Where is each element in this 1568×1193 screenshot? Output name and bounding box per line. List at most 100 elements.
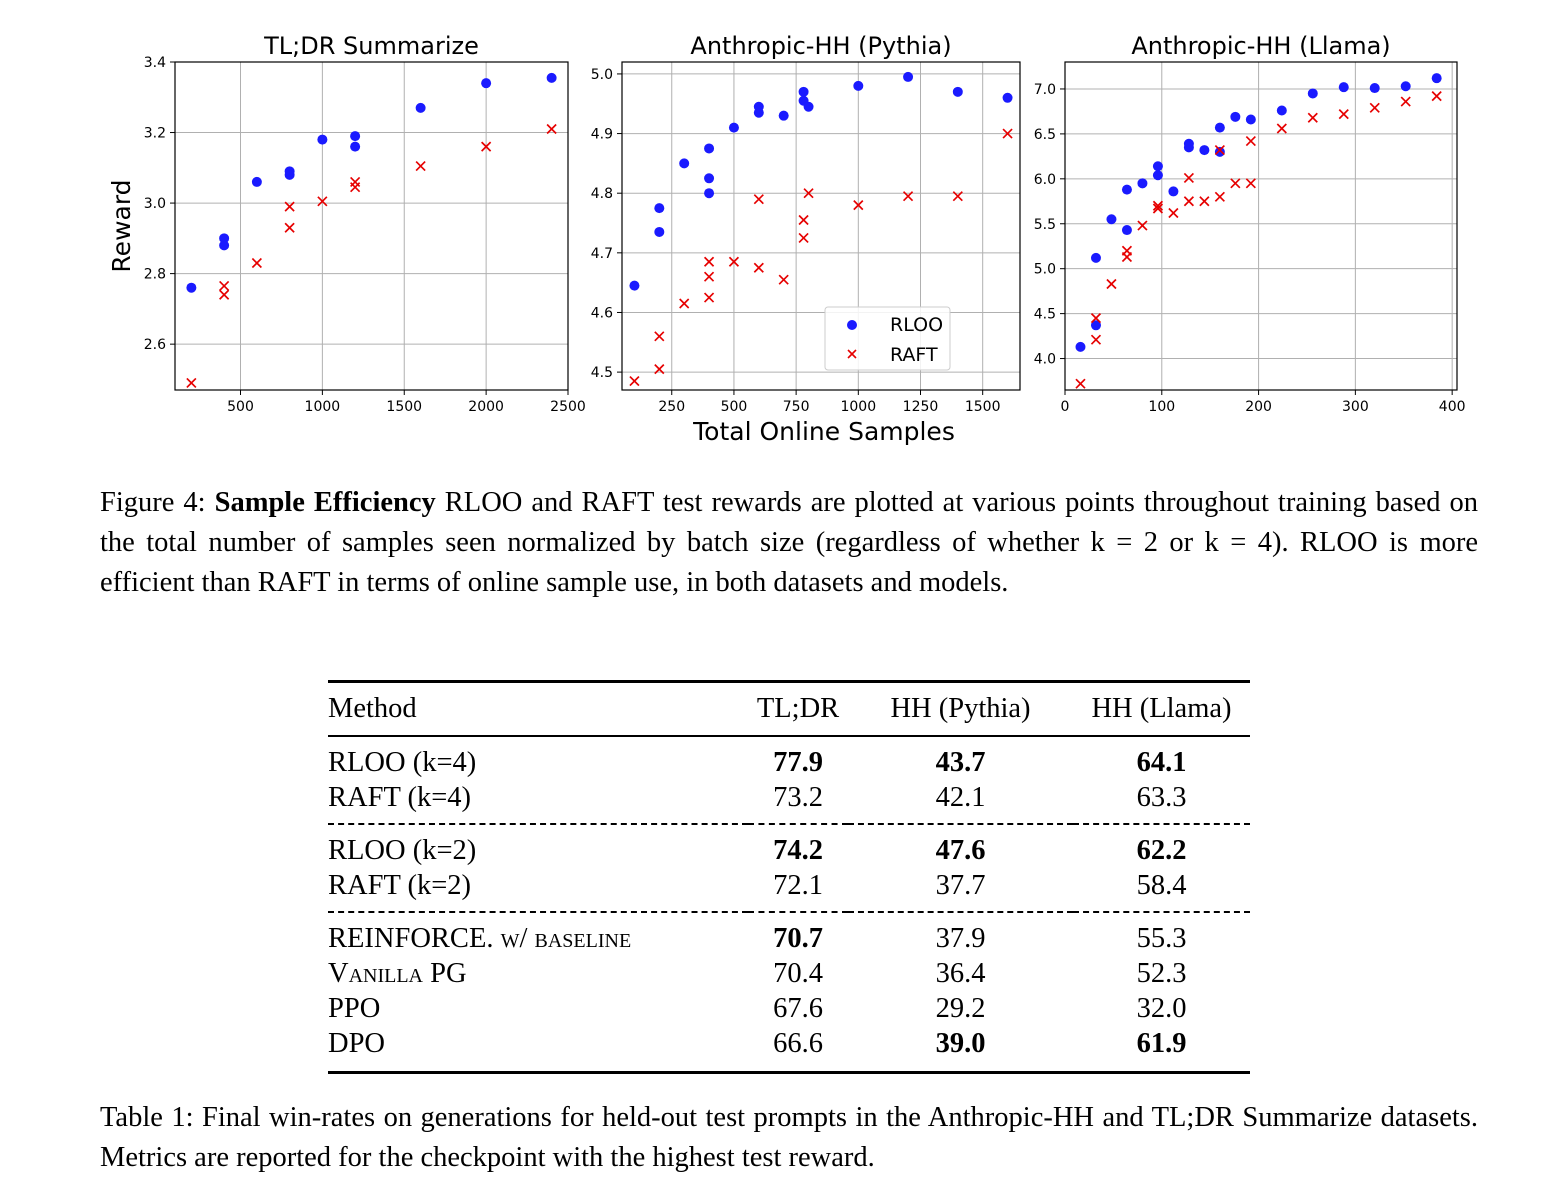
gridlines bbox=[1065, 62, 1457, 390]
data-point bbox=[1090, 320, 1101, 331]
data-point bbox=[1090, 313, 1102, 324]
table-row: RAFT (k=4) 73.2 42.1 63.3 bbox=[328, 780, 1250, 825]
shared-y-axis-label: Reward bbox=[107, 179, 136, 272]
data-point bbox=[704, 143, 715, 154]
data-point bbox=[1369, 102, 1380, 113]
method-cell: REINFORCE. w/ baseline bbox=[328, 923, 632, 954]
chart-panel-tldr: TL;DR Summarize 500 1000 1500 2000 2500 2.6 2.8… bbox=[144, 32, 586, 415]
tldr-cell: 74.2 bbox=[773, 835, 823, 866]
data-point bbox=[1245, 135, 1256, 147]
plot-frame bbox=[1064, 61, 1458, 391]
data-point bbox=[798, 86, 809, 97]
gridlines bbox=[622, 62, 1020, 390]
x-tick-label: 1000 bbox=[305, 399, 341, 415]
chart-title: TL;DR Summarize bbox=[263, 32, 479, 60]
data-point bbox=[546, 72, 557, 83]
table-caption-label: Table 1: bbox=[100, 1102, 194, 1133]
data-point bbox=[1276, 105, 1287, 116]
data-point bbox=[728, 122, 739, 133]
data-point bbox=[251, 257, 262, 269]
x-tick-label: 400 bbox=[1439, 399, 1466, 415]
data-point bbox=[1075, 341, 1086, 352]
x-tick-label: 100 bbox=[1148, 399, 1175, 415]
data-point bbox=[1152, 200, 1164, 211]
legend-raft-label: RAFT bbox=[890, 344, 938, 366]
table-row: PPO 67.6 29.2 32.0 bbox=[328, 991, 1250, 1026]
pythia-cell: 36.4 bbox=[935, 958, 986, 989]
method-cell: PPO bbox=[328, 993, 381, 1024]
data-point bbox=[1400, 96, 1411, 107]
data-point bbox=[186, 282, 197, 293]
data-point bbox=[415, 160, 426, 172]
table-row: Vanilla PG 70.4 36.4 52.3 bbox=[328, 956, 1250, 991]
data-point bbox=[481, 78, 492, 89]
data-point bbox=[1214, 144, 1225, 156]
method-cell: DPO bbox=[328, 1026, 748, 1074]
data-point bbox=[952, 86, 963, 97]
y-tick-label: 4.8 bbox=[591, 186, 613, 202]
data-point bbox=[798, 232, 809, 244]
data-point bbox=[284, 169, 295, 180]
data-point bbox=[1276, 123, 1287, 134]
data-point bbox=[798, 214, 809, 226]
data-point bbox=[219, 289, 230, 300]
data-point bbox=[703, 271, 715, 282]
data-point bbox=[853, 80, 864, 91]
data-point bbox=[803, 188, 814, 199]
y-tick-label: 3.0 bbox=[144, 196, 166, 212]
data-point bbox=[1400, 81, 1411, 92]
llama-cell: 58.4 bbox=[1073, 868, 1250, 913]
x-tick-label: 300 bbox=[1342, 399, 1369, 415]
data-point bbox=[317, 196, 328, 207]
data-point bbox=[1106, 278, 1117, 290]
data-point bbox=[317, 134, 328, 145]
table-caption: Table 1: Final win-rates on generations … bbox=[100, 1098, 1478, 1178]
series-raft bbox=[629, 128, 1013, 387]
data-point bbox=[186, 377, 197, 389]
y-tick-label: 7.0 bbox=[1034, 82, 1056, 98]
data-point bbox=[728, 256, 740, 267]
data-point bbox=[753, 107, 764, 118]
data-point bbox=[1183, 172, 1194, 184]
series-rloo bbox=[1075, 73, 1442, 352]
chart-panel-hh-pythia: Anthropic-HH (Pythia) 250 500 750 1000 1250 15… bbox=[591, 32, 1021, 415]
legend: RLOO RAFT bbox=[824, 306, 951, 371]
method-cell: RLOO (k=2) bbox=[328, 835, 477, 866]
data-point bbox=[803, 101, 814, 112]
data-point bbox=[1307, 112, 1318, 123]
data-point bbox=[1431, 73, 1442, 84]
data-point bbox=[546, 123, 557, 135]
y-tick-label: 2.8 bbox=[144, 267, 166, 283]
data-point bbox=[1183, 142, 1194, 153]
x-tick-label: 250 bbox=[658, 399, 685, 415]
data-point bbox=[1214, 146, 1225, 157]
pythia-cell: 37.7 bbox=[848, 868, 1073, 913]
data-point bbox=[219, 280, 230, 292]
figure-caption-bold: Sample Efficiency bbox=[214, 487, 436, 518]
data-point bbox=[679, 298, 690, 309]
pythia-cell: 47.6 bbox=[935, 835, 986, 866]
data-point bbox=[704, 173, 715, 184]
data-point bbox=[1245, 178, 1256, 189]
data-point bbox=[1152, 170, 1163, 181]
y-tick-label: 2.6 bbox=[144, 337, 166, 353]
data-point bbox=[1106, 214, 1117, 225]
y-tick-label: 4.7 bbox=[591, 246, 613, 262]
method-cell: RAFT (k=2) bbox=[328, 868, 748, 913]
plot-frame bbox=[174, 61, 569, 391]
data-point bbox=[778, 110, 789, 121]
tldr-cell: 72.1 bbox=[748, 868, 848, 913]
data-point bbox=[350, 141, 361, 152]
data-point bbox=[1230, 111, 1241, 122]
data-point bbox=[1338, 109, 1349, 120]
table-header-row: Method TL;DR HH (Pythia) HH (Llama) bbox=[328, 680, 1250, 737]
x-tick-label: 500 bbox=[721, 399, 748, 415]
data-point bbox=[219, 240, 230, 251]
pythia-cell: 39.0 bbox=[848, 1026, 1073, 1074]
y-tick-label: 5.5 bbox=[1034, 217, 1056, 233]
data-point bbox=[903, 71, 914, 82]
data-point bbox=[350, 131, 361, 142]
data-point bbox=[654, 203, 665, 214]
figure-caption-text: RLOO and RAFT test rewards are plotted a… bbox=[100, 487, 1478, 598]
